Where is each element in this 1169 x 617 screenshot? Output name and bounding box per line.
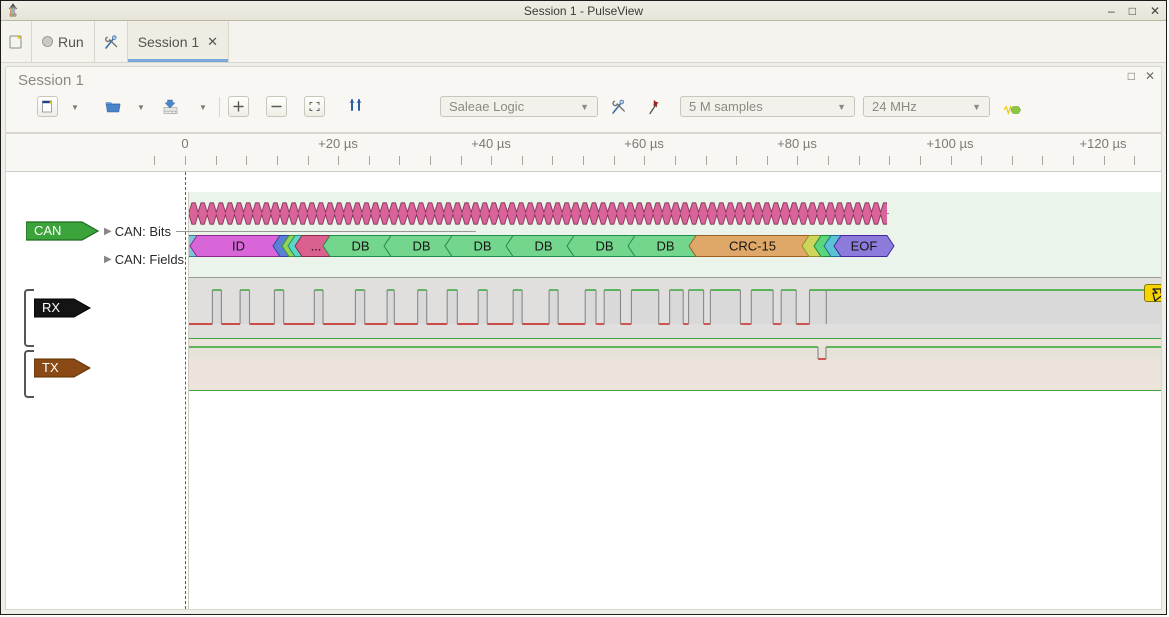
svg-text:EOF: EOF	[851, 239, 878, 254]
svg-text:DB: DB	[595, 239, 613, 254]
svg-text:CAN: CAN	[34, 223, 61, 238]
svg-text:DB: DB	[656, 239, 674, 254]
svg-text:CRC-15: CRC-15	[729, 239, 776, 254]
svg-text:DB: DB	[534, 239, 552, 254]
svg-text:DB: DB	[473, 239, 491, 254]
svg-text:RX: RX	[42, 300, 60, 315]
svg-text:TX: TX	[42, 360, 59, 375]
